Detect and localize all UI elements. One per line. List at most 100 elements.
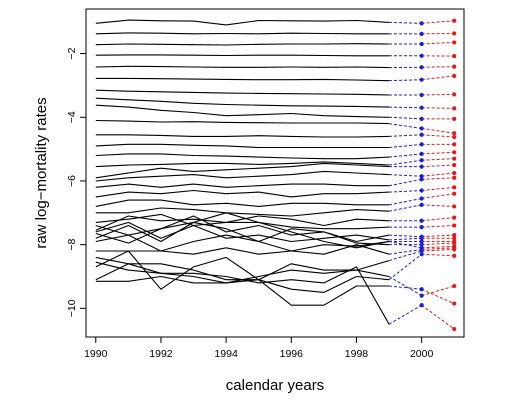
- y-tick-label-6: −6: [66, 175, 78, 187]
- forecast-point-2000-10: [419, 126, 424, 131]
- forecast-link-2000-18: [389, 190, 422, 193]
- series-line-18: [95, 189, 390, 198]
- series-line-29: [95, 250, 390, 290]
- forecast-link-2001-13: [421, 151, 455, 155]
- series-line-10: [95, 119, 390, 125]
- forecast-point-2001-22: [452, 223, 457, 228]
- forecast-point-2000-16: [419, 174, 424, 179]
- forecast-point-2001-17: [452, 175, 457, 180]
- forecast-point-2001-5: [452, 64, 457, 69]
- series-line-17: [95, 183, 390, 188]
- forecast-link-2001-17: [421, 177, 455, 180]
- forecast-link-2001-18: [421, 186, 455, 192]
- series-line-1: [95, 19, 390, 26]
- forecast-link-2001-19: [421, 193, 455, 199]
- forecast-link-2000-14: [388, 159, 422, 166]
- forecast-point-2001-30: [452, 253, 457, 258]
- forecast-link-2001-23: [421, 234, 455, 238]
- series-line-13: [95, 153, 390, 160]
- forecast-link-2000-31: [388, 276, 422, 297]
- series-line-32: [95, 275, 390, 306]
- forecast-link-2000-12: [389, 143, 422, 149]
- forecast-point-2001-3: [452, 40, 457, 45]
- series-line-25: [95, 212, 390, 249]
- forecast-link-2001-1: [421, 20, 455, 24]
- forecast-link-2001-33: [421, 304, 455, 330]
- forecast-point-2000-12: [419, 142, 424, 147]
- forecast-point-2000-31: [419, 293, 424, 298]
- series-line-19: [95, 199, 390, 207]
- forecast-point-2001-23: [452, 232, 457, 238]
- x-tick-label-1990: 1990: [84, 348, 108, 360]
- forecast-point-2001-31: [452, 283, 457, 289]
- forecast-point-2000-20: [419, 202, 424, 207]
- series-line-4: [95, 54, 390, 57]
- forecast-link-2001-26: [421, 242, 455, 246]
- forecast-point-2000-6: [419, 77, 424, 82]
- forecast-point-2001-9: [452, 116, 457, 121]
- x-axis-title: calendar years: [226, 377, 324, 394]
- series-line-20: [95, 207, 390, 217]
- forecast-point-2001-29: [452, 247, 457, 252]
- forecast-link-2000-33: [388, 304, 422, 325]
- forecast-point-2000-1: [419, 21, 424, 26]
- forecast-point-2000-8: [419, 105, 424, 110]
- forecast-link-2000-23: [389, 234, 422, 238]
- forecast-point-2001-6: [452, 73, 457, 78]
- forecast-link-2001-27: [421, 245, 455, 249]
- forecast-point-2001-4: [452, 54, 457, 59]
- forecast-link-2000-11: [389, 134, 422, 137]
- forecast-link-2001-32: [421, 288, 455, 305]
- forecast-link-2001-7: [421, 93, 455, 96]
- y-axis-title: raw log−mortality rates: [33, 97, 50, 248]
- forecast-link-2001-16: [421, 172, 455, 177]
- forecast-point-2000-3: [419, 41, 424, 47]
- forecast-point-2001-24: [452, 236, 457, 241]
- forecast-link-2001-29: [421, 248, 455, 252]
- series-line-9: [95, 104, 390, 118]
- forecast-point-2000-9: [419, 116, 424, 121]
- forecast-point-2001-12: [452, 142, 457, 147]
- series-line-3: [95, 43, 390, 46]
- x-tick-label-1994: 1994: [214, 348, 238, 360]
- series-line-8: [95, 97, 390, 108]
- forecast-link-2001-5: [421, 66, 455, 68]
- forecast-point-2001-8: [452, 106, 457, 111]
- forecast-link-2001-3: [421, 41, 455, 45]
- forecast-link-2000-8: [389, 106, 422, 109]
- x-tick-label-1996: 1996: [280, 348, 304, 360]
- forecast-point-2001-10: [452, 131, 457, 136]
- forecast-point-2001-16: [452, 170, 457, 176]
- forecast-layer: [388, 18, 457, 332]
- plot-frame: [85, 8, 465, 338]
- forecast-link-2000-17: [388, 178, 422, 187]
- series-line-27: [95, 234, 390, 252]
- forecast-point-2001-19: [452, 191, 457, 196]
- forecast-point-2001-26: [452, 240, 457, 246]
- series-line-12: [95, 143, 390, 149]
- x-tick-label-1998: 1998: [345, 348, 369, 360]
- series-line-26: [95, 221, 390, 246]
- forecast-point-2000-24: [419, 236, 424, 241]
- series-line-6: [95, 77, 390, 82]
- forecast-point-2000-14: [419, 158, 424, 163]
- series-layer: [95, 19, 390, 325]
- forecast-point-2001-18: [452, 185, 457, 190]
- forecast-point-2001-32: [452, 301, 457, 306]
- forecast-point-2000-32: [419, 287, 424, 292]
- forecast-link-2000-29: [388, 250, 422, 262]
- forecast-point-2001-11: [452, 134, 457, 140]
- forecast-point-2000-21: [419, 218, 424, 223]
- forecast-point-2000-7: [419, 92, 424, 98]
- forecast-link-2000-9: [389, 116, 422, 120]
- x-tick-label-1992: 1992: [149, 348, 173, 360]
- forecast-link-2001-31: [421, 285, 455, 297]
- forecast-point-2000-30: [419, 252, 424, 257]
- forecast-link-2000-13: [389, 153, 422, 158]
- series-line-11: [95, 134, 390, 138]
- forecast-point-2001-33: [452, 326, 457, 332]
- forecast-point-2000-17: [419, 177, 424, 182]
- forecast-link-2000-10: [388, 123, 422, 129]
- forecast-point-2000-11: [419, 132, 424, 137]
